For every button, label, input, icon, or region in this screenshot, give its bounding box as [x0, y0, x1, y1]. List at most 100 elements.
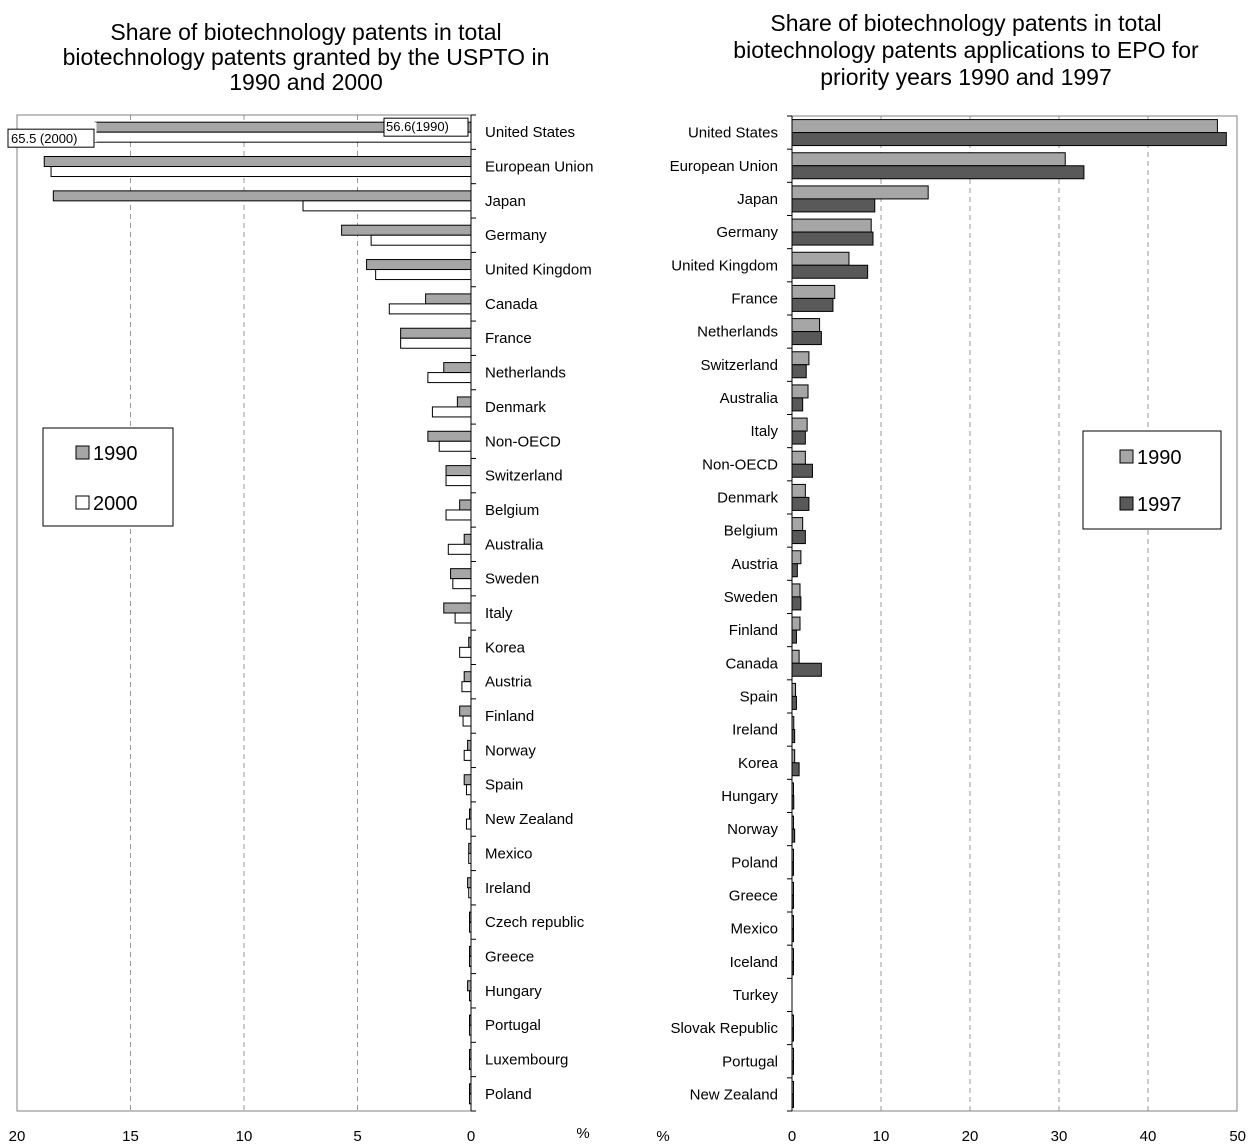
bar-canada-2000 — [388, 303, 472, 315]
bar-italy-1990 — [791, 417, 808, 432]
category-label-ireland: Ireland — [485, 880, 531, 897]
unit-label: % — [656, 1128, 669, 1144]
legend-label-2000: 2000 — [93, 493, 138, 515]
bar-spain-1990 — [791, 682, 797, 697]
category-label-spain: Spain — [740, 688, 778, 705]
uspto-legend: 1990 2000 — [42, 427, 174, 527]
category-label-germany: Germany — [716, 224, 778, 241]
bar-australia-1997 — [791, 397, 804, 412]
category-label-france: France — [485, 330, 532, 347]
epo-bars — [791, 119, 1227, 1108]
epo-gridlines — [880, 116, 1149, 1111]
bar-austria-1997 — [791, 563, 798, 578]
title-line: biotechnology patents applications to EP… — [733, 37, 1199, 63]
category-label-hungary: Hungary — [485, 983, 542, 1000]
bar-france-2000 — [400, 337, 472, 349]
tick-label-0: 0 — [788, 1128, 796, 1144]
bar-sweden-1990 — [450, 568, 472, 580]
category-label-united-states: United States — [688, 125, 778, 142]
category-label-mexico: Mexico — [485, 845, 533, 862]
bar-european-union-1997 — [791, 165, 1085, 180]
bar-sweden-1997 — [791, 596, 802, 611]
bar-spain-1997 — [791, 695, 797, 710]
bar-sweden-2000 — [452, 578, 472, 590]
category-label-norway: Norway — [727, 821, 778, 838]
category-label-european-union: European Union — [485, 159, 593, 176]
bar-korea-2000 — [459, 646, 472, 658]
category-label-new-zealand: New Zealand — [690, 1086, 778, 1103]
tick-label-50: 50 — [1229, 1128, 1246, 1144]
bar-netherlands-1990 — [791, 318, 821, 333]
bar-japan-2000 — [302, 200, 472, 212]
bar-new-zealand-2000 — [465, 818, 472, 830]
bar-belgium-1990 — [459, 499, 472, 511]
epo-category-labels: United States European Union Japan Germany U… — [670, 125, 779, 1104]
bar-united-states-1997 — [791, 132, 1227, 147]
tick-label-0: 0 — [467, 1128, 475, 1144]
bar-canada-1997 — [791, 662, 822, 677]
category-label-hungary: Hungary — [721, 788, 778, 805]
bar-ireland-1990 — [467, 877, 472, 889]
bar-norway-1990 — [467, 739, 472, 751]
category-label-korea: Korea — [485, 639, 526, 656]
bar-korea-1997 — [791, 762, 800, 777]
category-label-belgium: Belgium — [724, 523, 778, 540]
tick-label-20: 20 — [9, 1128, 26, 1144]
epo-tick-labels: 0 10 20 30 40 50% — [656, 1128, 1246, 1144]
annotation-1990: 56.6(1990) — [386, 119, 449, 134]
annotation-box-2000 — [7, 128, 95, 148]
category-label-portugal: Portugal — [722, 1053, 778, 1070]
bar-united-states-1990 — [791, 119, 1218, 134]
bar-france-1990 — [400, 327, 472, 339]
bar-finland-1997 — [791, 629, 797, 644]
tick-label-10: 10 — [236, 1128, 253, 1144]
category-label-sweden: Sweden — [724, 589, 778, 606]
bar-japan-1997 — [791, 198, 876, 213]
title-line: Share of biotechnology patents in total — [770, 10, 1161, 36]
bar-italy-1997 — [791, 430, 806, 445]
bar-denmark-1990 — [791, 483, 806, 498]
category-label-poland: Poland — [731, 854, 778, 871]
category-label-denmark: Denmark — [485, 399, 546, 416]
category-label-canada: Canada — [725, 655, 778, 672]
bar-denmark-2000 — [431, 406, 472, 418]
legend-label-1997: 1997 — [1137, 494, 1182, 516]
bar-belgium-1997 — [791, 530, 806, 545]
uspto-chart-title: Share of biotechnology patents in total b… — [63, 19, 550, 95]
category-label-czech-republic: Czech republic — [485, 914, 585, 931]
bar-finland-2000 — [462, 715, 472, 727]
category-label-united-kingdom: United Kingdom — [485, 262, 592, 279]
tick-label-20: 20 — [962, 1128, 979, 1144]
legend-swatch-2000 — [75, 495, 90, 510]
bar-hungary-1990 — [467, 980, 472, 992]
category-label-norway: Norway — [485, 742, 536, 759]
category-label-austria: Austria — [485, 674, 532, 691]
bar-norway-2000 — [463, 749, 472, 761]
bar-belgium-2000 — [445, 509, 472, 521]
category-label-australia: Australia — [720, 390, 779, 407]
bar-germany-1990 — [341, 224, 472, 236]
category-label-korea: Korea — [738, 755, 779, 772]
bar-austria-2000 — [461, 681, 472, 693]
category-label-japan: Japan — [485, 193, 526, 210]
bar-canada-1990 — [791, 649, 800, 664]
annotation-2000: 65.5 (2000) — [11, 131, 78, 146]
legend-swatch-1997 — [1119, 496, 1134, 511]
bar-australia-1990 — [463, 533, 472, 545]
bar-france-1990 — [791, 284, 836, 299]
bar-germany-2000 — [370, 234, 472, 246]
category-label-non-oecd: Non-OECD — [702, 456, 778, 473]
uspto-axes — [16, 114, 476, 1112]
bar-non-oecd-1990 — [791, 450, 806, 465]
category-label-ireland: Ireland — [732, 722, 778, 739]
bar-canada-1990 — [425, 293, 472, 305]
bar-australia-2000 — [447, 543, 472, 555]
bar-switzerland-2000 — [445, 475, 472, 487]
category-label-italy: Italy — [485, 605, 513, 622]
bar-switzerland-1997 — [791, 364, 807, 379]
unit-label: % — [576, 1125, 589, 1142]
tick-label-15: 15 — [122, 1128, 139, 1144]
category-label-non-oecd: Non-OECD — [485, 433, 561, 450]
uspto-category-labels: United States European Union Japan Germany U… — [485, 124, 593, 1103]
